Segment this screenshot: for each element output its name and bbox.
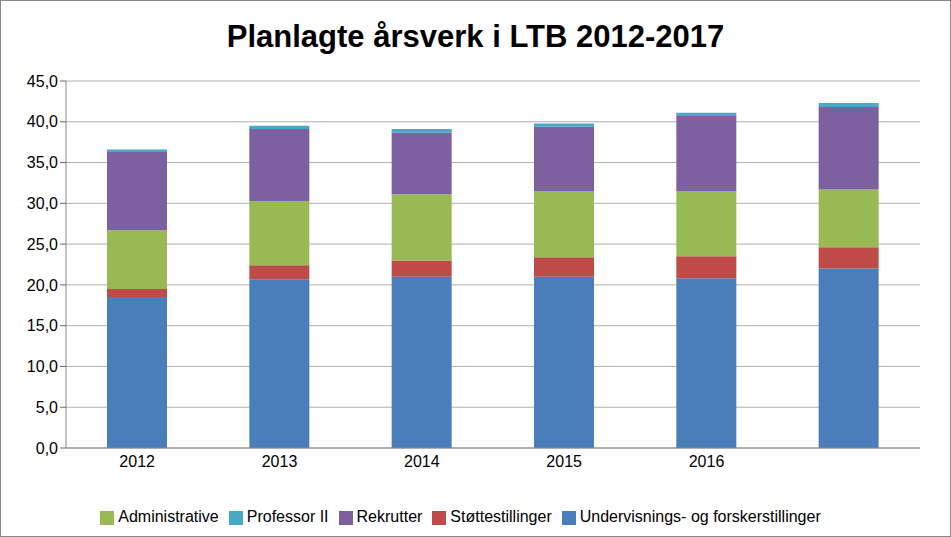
svg-text:30,0: 30,0	[27, 195, 58, 212]
svg-text:2013: 2013	[262, 453, 298, 470]
svg-text:20,0: 20,0	[27, 277, 58, 294]
svg-text:5,0: 5,0	[36, 399, 58, 416]
svg-text:40,0: 40,0	[27, 113, 58, 130]
svg-text:35,0: 35,0	[27, 154, 58, 171]
html-text:Professor II: Professor II	[246, 508, 329, 525]
html-text:Undervisnings- og forskerstill: Undervisnings- og forskerstillinger	[579, 508, 821, 525]
html-text:Planlagte årsverk i LTB 2012-2: Planlagte årsverk i LTB 2012-2017	[226, 19, 725, 54]
svg-text:45,0: 45,0	[27, 73, 58, 90]
svg-text:10,0: 10,0	[27, 358, 58, 375]
html-text:Støttestillinger: Støttestillinger	[450, 508, 552, 525]
svg-text:2012: 2012	[119, 453, 155, 470]
svg-text:2014: 2014	[404, 453, 440, 470]
svg-text:2015: 2015	[546, 453, 582, 470]
svg-text:2016: 2016	[689, 453, 725, 470]
svg-text:15,0: 15,0	[27, 317, 58, 334]
html-text:Administrative: Administrative	[118, 508, 219, 525]
svg-text:0,0: 0,0	[36, 440, 58, 457]
svg-text:25,0: 25,0	[27, 236, 58, 253]
html-text:Rekrutter: Rekrutter	[356, 508, 423, 525]
